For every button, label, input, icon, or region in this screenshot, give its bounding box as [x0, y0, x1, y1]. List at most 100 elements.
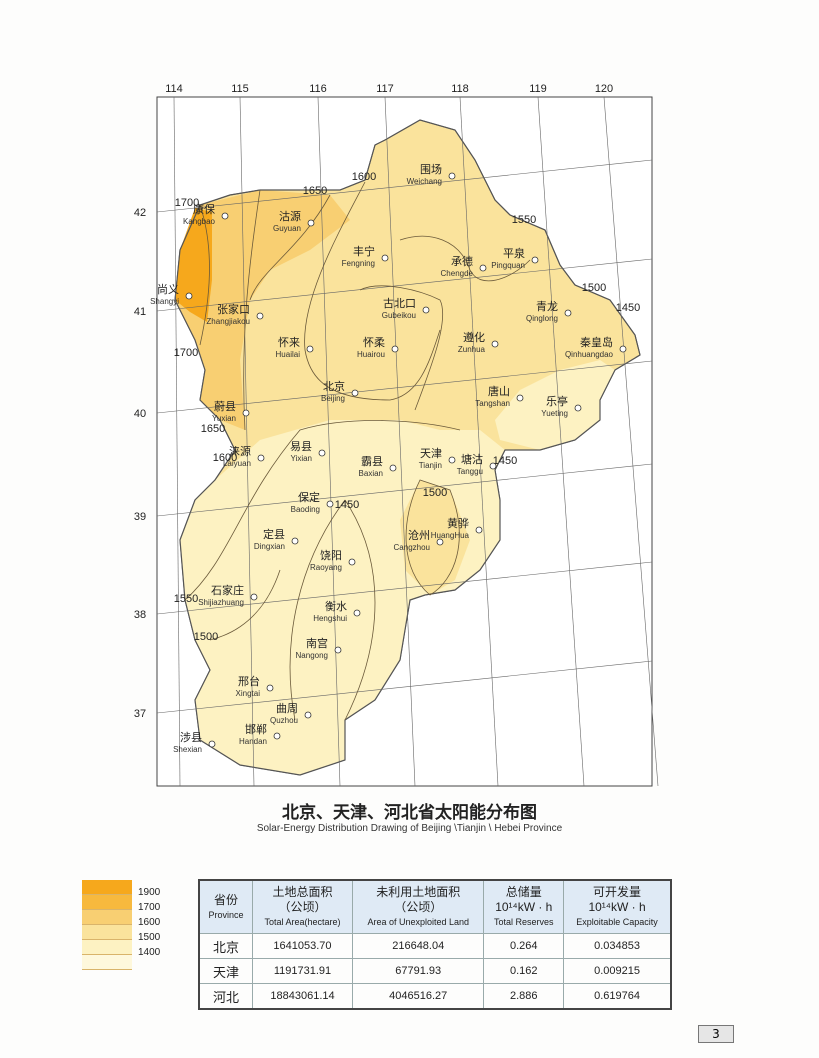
table-cell: 0.619764 — [563, 983, 672, 1010]
contour-value-label: 1650 — [303, 185, 327, 197]
city-name-cn: 古北口 — [383, 297, 416, 310]
city-marker-icon — [304, 711, 312, 719]
city-marker-icon — [489, 462, 497, 470]
table-cell: 4046516.27 — [351, 983, 485, 1010]
city-name-en: Shijiazhuang — [198, 598, 244, 607]
longitude-label: 115 — [231, 83, 249, 95]
meridian-line — [603, 96, 659, 787]
table-cell: 0.162 — [483, 958, 565, 984]
contour-value-label: 1600 — [352, 171, 376, 183]
contour-line — [304, 181, 441, 401]
header-total-area: 土地总面积 （公顷） Total Area(hectare) — [252, 879, 353, 934]
city-marker-icon — [448, 172, 456, 180]
contour-line — [399, 235, 531, 282]
city-name-cn: 邢台 — [238, 674, 260, 688]
city-name-en: Kangbao — [183, 217, 216, 226]
legend-label: 1900 — [138, 887, 161, 898]
header-unexploited-area: 未利用土地面积 （公顷） Area of Unexploited Land — [351, 879, 485, 934]
latitude-label: 40 — [134, 408, 146, 420]
latitude-label: 37 — [134, 708, 146, 720]
contour-value-label: 1450 — [493, 455, 517, 467]
map-title: 北京、天津、河北省太阳能分布图 — [282, 803, 537, 823]
map-subtitle: Solar-Energy Distribution Drawing of Bei… — [256, 823, 563, 834]
city-name-cn: 塘沽 — [461, 452, 483, 466]
table-row: 河北 18843061.14 4046516.27 2.886 0.619764 — [198, 983, 672, 1010]
city-name-en: Fengning — [342, 259, 375, 268]
table-cell: 18843061.14 — [252, 983, 353, 1010]
city-name-cn: 遵化 — [463, 330, 485, 344]
city-marker-icon — [318, 449, 326, 457]
longitude-label: 114 — [165, 83, 183, 95]
longitude-label: 117 — [376, 83, 394, 95]
table-cell: 216648.04 — [351, 933, 485, 959]
city-name-en: Yixian — [291, 454, 313, 463]
table-cell: 67791.93 — [351, 958, 485, 984]
latitude-label: 41 — [134, 306, 146, 318]
city-marker-icon — [326, 500, 334, 508]
city-name-cn: 承德 — [451, 254, 473, 268]
table-cell: 北京 — [198, 933, 253, 959]
table-cell: 天津 — [198, 958, 253, 984]
city-marker-icon — [531, 256, 539, 264]
contour-value-label: 1500 — [423, 487, 447, 499]
city-name-en: Huailai — [276, 350, 301, 359]
city-name-en: Dingxian — [254, 542, 285, 551]
city-name-cn: 定县 — [263, 527, 285, 541]
table-row: 北京 1641053.70 216648.04 0.264 0.034853 — [198, 933, 672, 959]
page-number: 3 — [698, 1025, 734, 1043]
city-name-en: Baoding — [291, 505, 320, 514]
city-name-en: Tangshan — [475, 399, 510, 408]
city-name-cn: 康保 — [193, 202, 215, 216]
city-name-cn: 南宫 — [306, 636, 328, 650]
contour-value-label: 1600 — [213, 452, 237, 464]
table-cell: 0.034853 — [563, 933, 672, 959]
meridian-line — [384, 96, 416, 787]
city-name-en: Qinhuangdao — [565, 350, 614, 359]
city-name-en: Tanggu — [457, 467, 483, 476]
city-name-en: Raoyang — [310, 563, 342, 572]
city-name-cn: 张家口 — [217, 302, 250, 316]
city-name-en: Laiyuan — [223, 459, 251, 468]
city-name-en: Weichang — [407, 177, 442, 186]
city-name-cn: 乐亭 — [546, 394, 568, 408]
legend: 1900 1700 1600 1500 1400 — [82, 880, 160, 970]
city-name-cn: 围场 — [420, 162, 442, 176]
legend-swatch-lowest — [82, 955, 132, 970]
legend-swatch-1700 — [82, 895, 132, 910]
table-cell: 0.264 — [483, 933, 565, 959]
city-name-en: Zunhua — [458, 345, 486, 354]
parallel-line — [156, 258, 653, 312]
header-province: 省份 Province — [198, 879, 253, 934]
city-name-cn: 蔚县 — [214, 400, 236, 413]
longitude-label: 119 — [529, 83, 547, 95]
parallel-line — [156, 360, 653, 414]
table-cell: 1191731.91 — [252, 958, 353, 984]
city-marker-icon — [266, 684, 274, 692]
meridian-line — [239, 96, 255, 787]
city-name-cn: 黄骅 — [447, 516, 469, 530]
solar-distribution-map: 114 115 116 117 118 119 120 42 41 40 39 38 37 1700 16… — [134, 83, 659, 787]
city-name-cn: 易县 — [290, 440, 312, 453]
contour-value-label: 1500 — [194, 631, 218, 643]
city-name-en: Tianjin — [419, 461, 442, 470]
contour-value-label: 1450 — [616, 302, 640, 314]
city-name-cn: 丰宁 — [353, 244, 375, 258]
city-name-cn: 沽源 — [279, 209, 301, 223]
city-marker-icon — [334, 646, 342, 654]
